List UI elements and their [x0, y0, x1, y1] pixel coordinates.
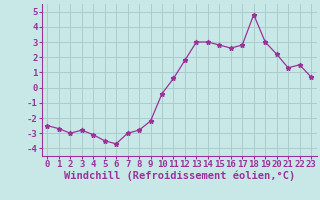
- X-axis label: Windchill (Refroidissement éolien,°C): Windchill (Refroidissement éolien,°C): [64, 171, 295, 181]
